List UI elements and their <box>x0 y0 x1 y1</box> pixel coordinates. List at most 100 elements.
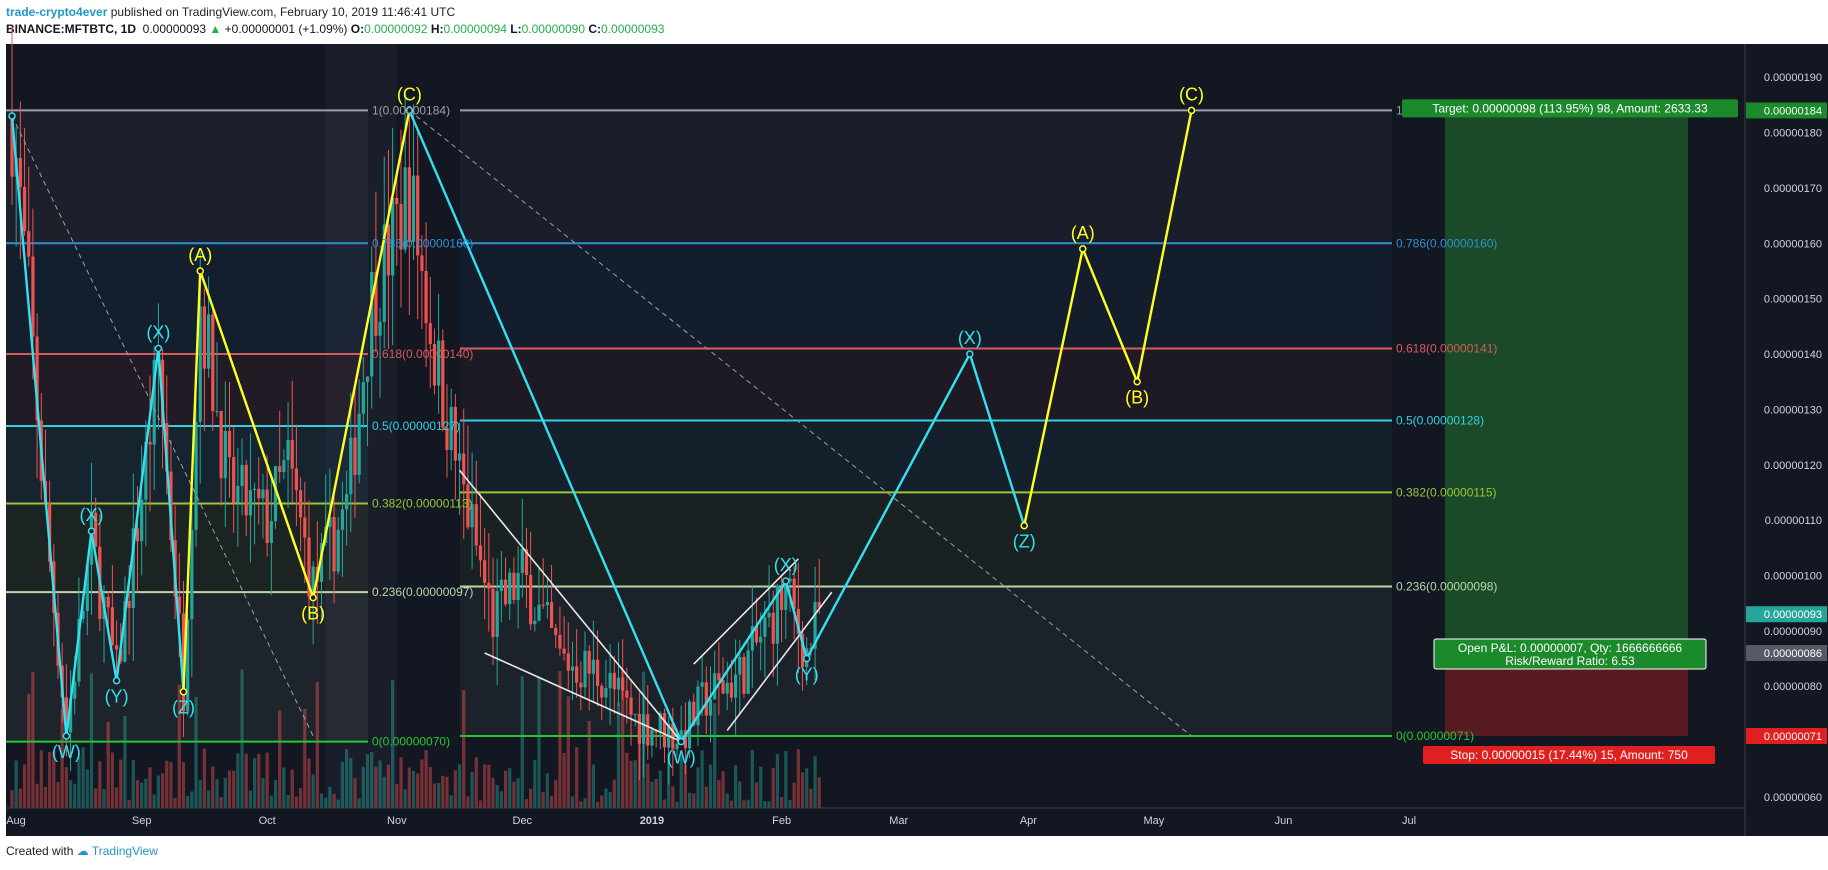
candle-body <box>575 666 579 683</box>
volume-bar <box>60 709 64 808</box>
volume-bar <box>411 771 416 808</box>
volume-bar <box>110 752 114 808</box>
wave-yellow-projection-point <box>1133 377 1141 386</box>
volume-bar <box>98 761 102 808</box>
candle-body <box>759 636 763 643</box>
x-tick-label: Mar <box>889 815 908 827</box>
candle-body <box>35 336 39 421</box>
volume-bar <box>625 752 629 808</box>
y-tick-label: 0.00000190 <box>1764 72 1822 84</box>
volume-bar <box>771 768 775 808</box>
candle-body <box>616 677 621 690</box>
volume-bar <box>595 801 600 808</box>
fib-left-label: 0.236(0.00000097) <box>372 585 473 599</box>
volume-bar <box>52 751 56 808</box>
volume-bar <box>662 799 667 808</box>
candle-body <box>792 578 796 609</box>
candle-body <box>177 596 181 614</box>
candle-body <box>68 698 73 733</box>
candle-body <box>817 602 821 608</box>
candle-body <box>637 713 641 744</box>
candle-body <box>478 545 483 561</box>
publish-header: trade-crypto4ever published on TradingVi… <box>6 4 455 20</box>
volume-bar <box>809 788 813 808</box>
fib-left-label: 0(0.00000070) <box>372 735 450 749</box>
candle-body <box>658 713 662 733</box>
candle-body <box>733 674 738 698</box>
wave-cyan-main-label: (X) <box>958 328 982 348</box>
volume-bar <box>382 776 386 808</box>
candle-body <box>487 582 491 589</box>
author-link[interactable]: trade-crypto4ever <box>6 5 108 19</box>
candle-body <box>729 682 734 698</box>
candle-body <box>462 453 466 485</box>
volume-bar <box>759 766 763 808</box>
volume-bar <box>692 793 696 808</box>
candle-body <box>215 411 219 413</box>
candle-body <box>22 186 27 232</box>
candle-body <box>558 634 562 649</box>
volume-bar <box>357 798 361 808</box>
price-badge <box>1746 644 1827 661</box>
y-tick-label: 0.00000110 <box>1765 515 1822 527</box>
volume-bar <box>370 752 374 808</box>
candle-body <box>671 723 675 750</box>
candle-body <box>708 699 713 716</box>
wave-yellow-label: (C) <box>397 84 422 104</box>
wave-cyan-left-point <box>8 112 16 120</box>
volume-bar <box>286 794 290 808</box>
candle-body <box>717 673 721 681</box>
x-tick-label: Aug <box>6 815 26 827</box>
wave-cyan-main-label: (W) <box>667 748 696 768</box>
x-tick-label: 2019 <box>640 815 664 827</box>
fib-left-zone <box>6 110 368 244</box>
candle-body <box>257 488 261 499</box>
volume-bar <box>102 789 106 808</box>
volume-bar <box>14 760 18 808</box>
candle-body <box>541 604 545 606</box>
candle-body <box>437 340 441 386</box>
candle-body <box>135 528 140 542</box>
candle-body <box>307 537 311 597</box>
candle-body <box>562 648 566 654</box>
candle-body <box>299 490 303 518</box>
candle-body <box>85 564 89 611</box>
volume-bar <box>22 764 27 808</box>
candle-body <box>332 517 336 572</box>
created-with-label: Created with <box>6 844 74 858</box>
fib-right-label: 0.5(0.00000128) <box>1396 413 1484 427</box>
candle-body <box>784 581 788 610</box>
volume-bar <box>721 771 725 808</box>
y-tick-label: 0.00000140 <box>1764 349 1822 361</box>
volume-bar <box>587 720 591 808</box>
volume-bar <box>215 779 219 808</box>
volume-bar <box>315 682 319 808</box>
wave-cyan-left-label: (Y) <box>105 687 129 707</box>
symbol-name: BINANCE:MFTBTC, 1D <box>6 22 136 36</box>
volume-bar <box>64 767 68 808</box>
tradingview-brand-link[interactable]: TradingView <box>91 844 158 858</box>
fib-right-zone <box>460 348 1392 421</box>
candle-body <box>370 271 374 377</box>
volume-bar <box>520 676 524 808</box>
volume-bar <box>679 750 683 808</box>
wave-yellow-projection-point <box>1187 106 1196 115</box>
volume-bar <box>299 788 303 808</box>
volume-bar <box>206 790 211 808</box>
low-label: L: <box>510 22 522 36</box>
wave-cyan-main-point <box>677 737 685 746</box>
candle-body <box>625 690 629 698</box>
volume-bar <box>140 782 144 808</box>
volume-bar <box>683 764 688 808</box>
fib-left-zone <box>6 354 368 426</box>
wave-cyan-left-label: (W) <box>52 742 81 762</box>
volume-bar <box>156 775 160 808</box>
volume-bar <box>336 799 340 808</box>
volume-bar <box>202 748 207 808</box>
volume-bar <box>470 771 474 808</box>
candle-body <box>780 585 784 610</box>
candle-body <box>399 204 403 250</box>
volume-bar <box>319 793 324 808</box>
fib-right-zone <box>460 110 1392 244</box>
